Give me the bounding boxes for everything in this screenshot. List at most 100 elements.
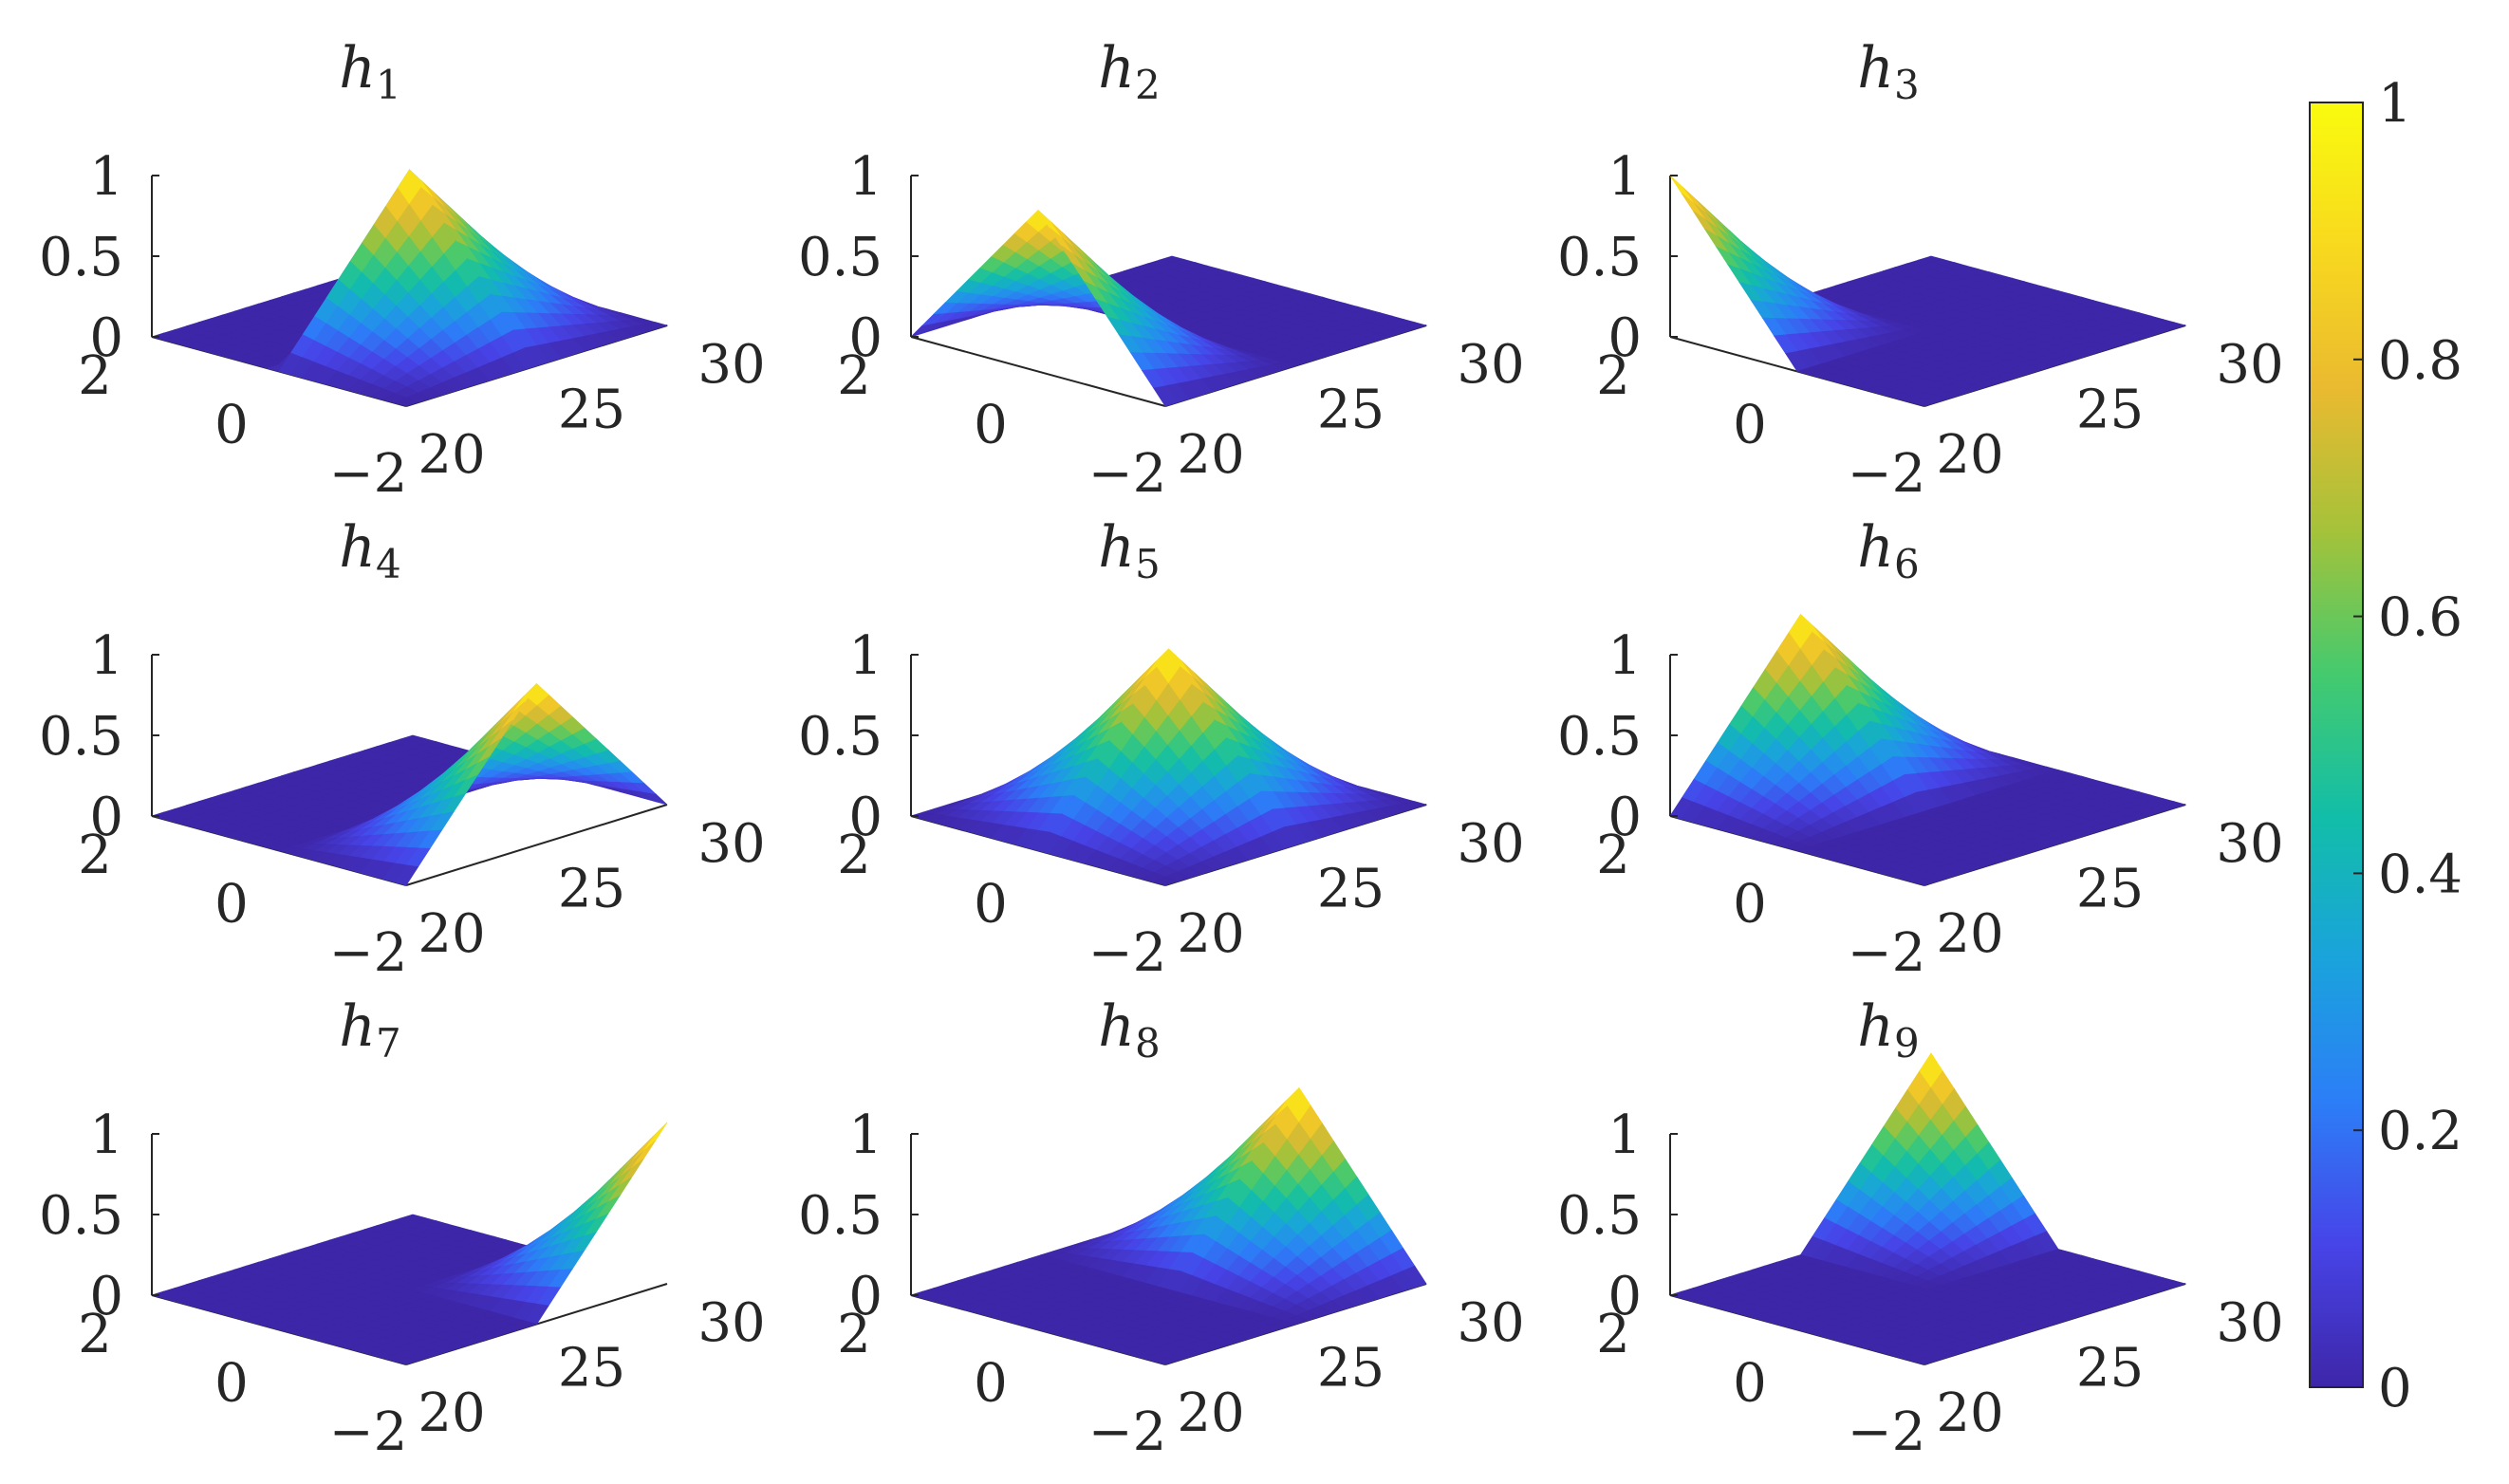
surface-mesh: [150, 1122, 668, 1365]
colorbar-tick-label: 1: [2378, 73, 2412, 135]
x-tick-label: −2: [1088, 922, 1167, 984]
z-tick-label: 1: [89, 625, 123, 687]
y-tick-label: 30: [697, 813, 765, 875]
surface-mesh: [1668, 1052, 2187, 1365]
z-tick-label: 0: [848, 307, 883, 369]
colorbar-tick-label: 0.6: [2378, 587, 2463, 649]
z-tick-label: 1: [1608, 625, 1642, 687]
x-tick-label: 0: [1733, 1353, 1767, 1415]
z-tick-label: 1: [848, 625, 883, 687]
y-tick-label: 30: [2216, 1292, 2283, 1354]
x-tick-label: 2: [1596, 825, 1630, 886]
panel-title: h5: [1098, 514, 1160, 587]
colorbar-tick-label: 0: [2378, 1358, 2412, 1419]
z-tick-label: 1: [848, 1104, 883, 1166]
y-tick-label: 25: [1317, 1338, 1385, 1400]
x-tick-label: −2: [1088, 443, 1167, 505]
z-tick-label: 0.5: [39, 706, 123, 768]
panel-title: h1: [339, 35, 400, 108]
x-tick-label: 0: [974, 1353, 1008, 1415]
x-tick-label: 0: [974, 395, 1008, 456]
panel-title: h4: [339, 514, 400, 587]
z-tick-label: 1: [1608, 1104, 1642, 1166]
surface-patch: [1669, 175, 1695, 204]
z-tick-label: 1: [1608, 146, 1642, 208]
y-tick-label: 30: [1457, 813, 1524, 875]
z-tick-label: 0.5: [1557, 227, 1642, 288]
x-tick-label: 2: [837, 825, 871, 886]
z-tick-label: 0.5: [39, 227, 123, 288]
z-tick-label: 0.5: [798, 1185, 883, 1247]
z-tick-label: 0.5: [1557, 706, 1642, 768]
surface-mesh: [150, 682, 668, 886]
y-tick-label: 25: [558, 1338, 625, 1400]
y-tick-label: 20: [1177, 1382, 1244, 1444]
y-tick-label: 30: [2216, 334, 2283, 396]
y-tick-label: 25: [558, 859, 625, 920]
x-tick-label: 0: [214, 395, 249, 456]
surface-patch: [1152, 876, 1179, 886]
y-tick-label: 25: [2076, 380, 2144, 441]
z-tick-label: 0.5: [39, 1185, 123, 1247]
y-tick-label: 20: [418, 1382, 485, 1444]
z-tick-label: 0: [848, 787, 883, 848]
y-tick-label: 25: [2076, 859, 2144, 920]
x-axis-line: [910, 336, 1166, 407]
panel-title: h6: [1857, 514, 1919, 587]
y-tick-label: 30: [1457, 1292, 1524, 1354]
z-tick-label: 0.5: [798, 227, 883, 288]
y-tick-label: 25: [1317, 380, 1385, 441]
y-tick-label: 20: [1177, 903, 1244, 965]
x-tick-label: −2: [329, 443, 408, 505]
x-tick-label: −2: [1088, 1401, 1167, 1463]
surface-mesh: [909, 648, 1428, 886]
colorbar: 1 0.8 0.6 0.4 0.2 0: [2309, 73, 2463, 1419]
x-tick-label: 0: [214, 874, 249, 936]
x-tick-label: 2: [78, 825, 112, 886]
surface-mesh: [910, 209, 1428, 407]
x-tick-label: 2: [837, 345, 871, 407]
x-tick-label: 0: [1733, 874, 1767, 936]
x-tick-label: −2: [329, 1401, 408, 1463]
y-tick-label: 20: [1936, 1382, 2003, 1444]
z-tick-label: 1: [89, 1104, 123, 1166]
x-tick-label: 0: [214, 1353, 249, 1415]
panel-title: h8: [1098, 993, 1160, 1067]
y-tick-label: 20: [1177, 424, 1244, 486]
colorbar-tick-label: 0.2: [2378, 1101, 2463, 1162]
y-tick-label: 20: [1936, 903, 2003, 965]
x-tick-label: 0: [1733, 395, 1767, 456]
panel-title: h2: [1098, 35, 1160, 108]
surface-mesh: [909, 1086, 1427, 1365]
surface-patch: [394, 864, 419, 886]
colorbar-tick-label: 0.8: [2378, 330, 2463, 392]
z-tick-label: 0: [89, 307, 123, 369]
z-tick-label: 0.5: [798, 706, 883, 768]
z-tick-label: 1: [848, 146, 883, 208]
y-tick-label: 30: [2216, 813, 2283, 875]
surface-patch: [1911, 399, 1938, 407]
surface-patch: [1153, 385, 1179, 407]
x-tick-label: −2: [1848, 922, 1926, 984]
surface-mesh: [1669, 175, 2187, 407]
panel-title: h9: [1857, 993, 1919, 1067]
x-tick-label: −2: [329, 922, 408, 984]
colorbar-tick-label: 0.4: [2378, 844, 2463, 905]
y-tick-label: 25: [558, 380, 625, 441]
x-tick-label: 2: [78, 1304, 112, 1365]
surface-mesh: [1669, 613, 2187, 886]
y-tick-label: 25: [1317, 859, 1385, 920]
x-tick-label: −2: [1848, 1401, 1926, 1463]
y-tick-label: 30: [697, 1292, 765, 1354]
x-tick-label: −2: [1848, 443, 1926, 505]
